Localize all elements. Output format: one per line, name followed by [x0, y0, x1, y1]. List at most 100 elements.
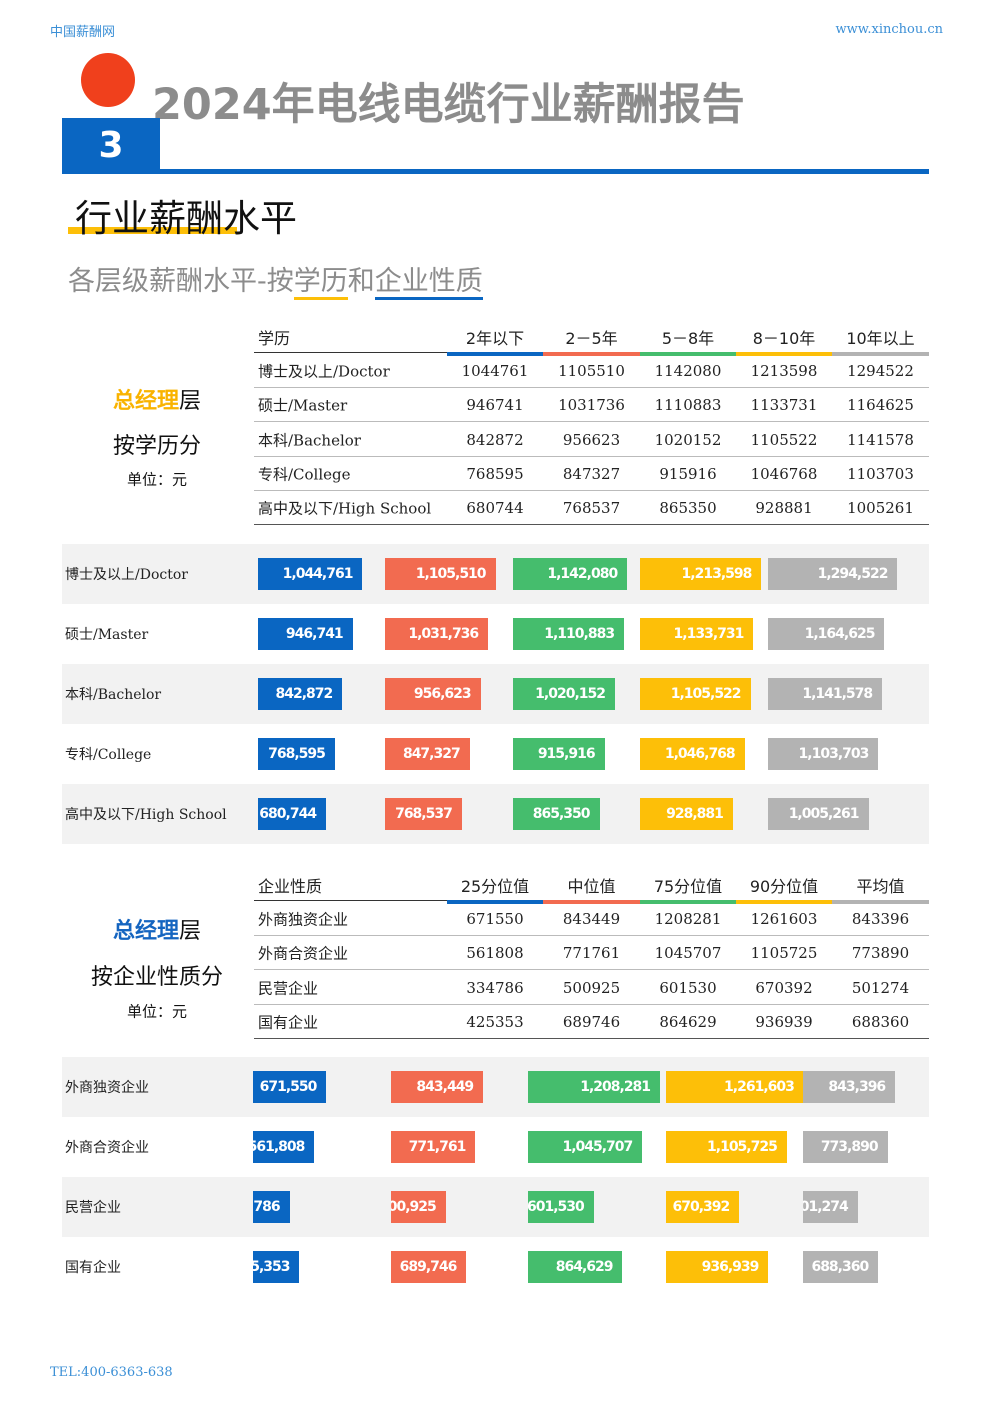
header-underline [832, 352, 929, 356]
bar-label: 688,360 [811, 1259, 869, 1275]
row-label: 高中及以下/High School [258, 499, 432, 518]
bar-label: 671,550 [259, 1079, 318, 1095]
bar-label: 1,261,603 [724, 1079, 795, 1095]
table-value: 1020152 [654, 430, 722, 449]
table-value: 1294522 [847, 362, 914, 380]
title-dot [81, 53, 135, 107]
chart-row-label: 高中及以下/High School [65, 807, 227, 823]
bar-label: 501,274 [803, 1199, 849, 1215]
column-header: 2年以下 [465, 329, 525, 348]
table-value: 680744 [466, 499, 524, 518]
bar: 768,537 [385, 798, 462, 830]
chart-row-label: 硕士/Master [65, 627, 149, 643]
table-value: 843396 [851, 910, 910, 928]
table-value: 671550 [466, 910, 524, 928]
row-label: 国有企业 [258, 1013, 319, 1032]
bar: 601,530 [528, 1191, 594, 1223]
table-value: 1046768 [750, 464, 818, 483]
level-suffix: 层 [179, 919, 202, 944]
table-value: 1110883 [654, 396, 722, 415]
bar: 500,925 [391, 1191, 446, 1223]
bar: 1,103,703 [768, 738, 879, 770]
table-value: 842872 [466, 430, 524, 449]
bar-label: 1,105,725 [707, 1139, 778, 1155]
bar-label: 956,623 [413, 686, 472, 702]
bar-label: 928,881 [666, 806, 724, 822]
site-url[interactable]: www.xinchou.cn [835, 22, 943, 37]
bar: 1,141,578 [768, 678, 883, 710]
table-value: 425353 [466, 1012, 524, 1031]
bar: 680,744 [258, 798, 327, 830]
bar: 1,294,522 [768, 558, 898, 590]
row-label: 外商合资企业 [258, 944, 349, 963]
chart-row [62, 1177, 929, 1237]
bar-label: 689,746 [399, 1259, 458, 1275]
bar-label: 1,046,768 [664, 746, 736, 762]
bar: 915,916 [513, 738, 605, 770]
row-label: 外商独资企业 [258, 910, 349, 929]
row-rule [254, 489, 929, 491]
bar-label: 680,744 [259, 806, 317, 822]
column-header: 5－8年 [661, 329, 715, 348]
bar-label: 1,020,152 [535, 686, 606, 702]
column-header: 平均值 [856, 877, 905, 896]
bar-label: 670,392 [672, 1199, 731, 1215]
table-value: 1142080 [654, 362, 722, 380]
bar-label: 865,350 [532, 806, 591, 822]
row-label: 专科/College [258, 465, 351, 484]
unit-label: 单位：元 [126, 1002, 188, 1021]
table-value: 864629 [659, 1012, 717, 1031]
header-underline [736, 900, 832, 904]
table-value: 773890 [851, 944, 910, 963]
bar-label: 1,164,625 [804, 626, 876, 642]
bar: 843,396 [803, 1071, 896, 1103]
table-value: 601530 [659, 978, 717, 997]
bar-label: 843,449 [416, 1079, 474, 1095]
bar: 1,164,625 [768, 618, 885, 650]
table-value: 915916 [659, 464, 717, 483]
header-rule [62, 169, 929, 174]
row-label: 博士及以上/Doctor [258, 362, 390, 381]
chart-row [62, 1117, 929, 1177]
row-rule [254, 935, 929, 936]
bar: 1,110,883 [513, 618, 625, 650]
table-value: 768595 [466, 464, 524, 483]
table-value: 1133731 [750, 396, 818, 415]
bar-label: 946,741 [285, 626, 344, 642]
bar: 688,360 [803, 1251, 879, 1283]
table-value: 500925 [562, 978, 621, 997]
table-value: 689746 [562, 1012, 621, 1031]
table-value: 1164625 [847, 396, 914, 415]
header-underline [254, 900, 447, 901]
bar: 842,872 [258, 678, 343, 710]
bar: 670,392 [666, 1191, 740, 1223]
bar-label: 768,537 [395, 806, 453, 822]
section-title: 行业薪酬水平 [75, 197, 297, 240]
chart-row-label: 民营企业 [65, 1200, 121, 1216]
bar-label: 915,916 [537, 746, 596, 762]
bar-label: 864,629 [555, 1259, 614, 1275]
bar-label: 1,141,578 [802, 686, 873, 702]
bar-label: 1,005,261 [788, 806, 860, 822]
table-value: 936939 [755, 1012, 813, 1031]
column-header: 企业性质 [258, 877, 323, 896]
site-name: 中国薪酬网 [50, 25, 116, 40]
subtitle-part: 各层级薪酬水平-按 [68, 266, 294, 297]
chart-row-label: 外商独资企业 [65, 1080, 149, 1096]
group-label: 按学历分 [112, 434, 202, 459]
level-label: 总经理层 [113, 383, 201, 415]
table-value: 1105510 [558, 362, 625, 380]
chart-row-label: 专科/College [65, 747, 152, 763]
section-underline [68, 227, 237, 234]
table-value: 1031736 [558, 396, 625, 415]
bar: 1,142,080 [513, 558, 628, 590]
subtitle: 各层级薪酬水平-按学历和企业性质 [68, 259, 483, 300]
bar: 425,353 [253, 1251, 300, 1283]
bar: 847,327 [385, 738, 470, 770]
bar-label: 1,294,522 [817, 566, 889, 582]
column-header: 中位值 [567, 877, 616, 896]
row-rule [254, 455, 929, 457]
table-value: 1105725 [750, 944, 818, 963]
table-value: 1044761 [461, 362, 529, 380]
